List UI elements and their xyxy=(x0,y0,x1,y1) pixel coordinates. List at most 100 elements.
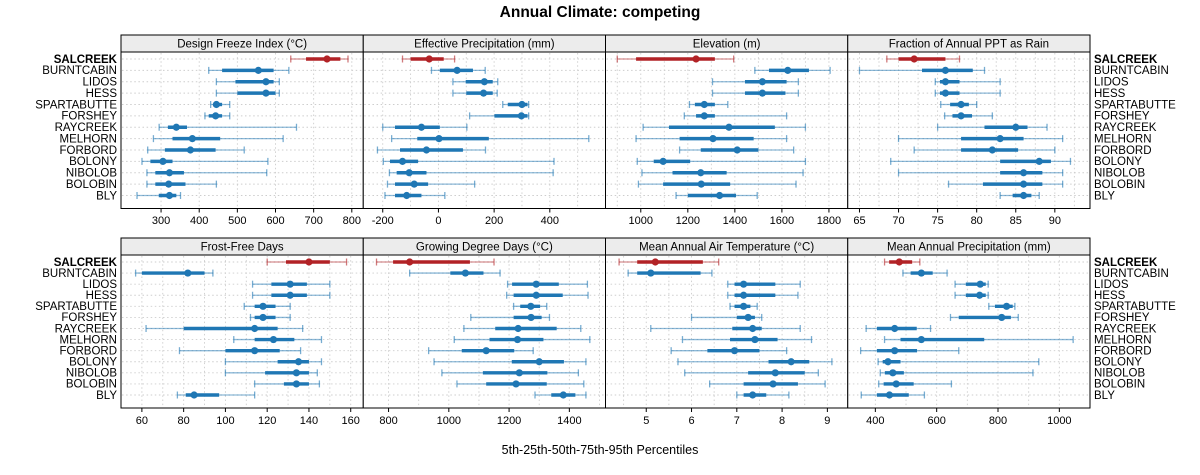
median-dot xyxy=(515,369,523,377)
axis-tick-label: 1000 xyxy=(437,415,461,427)
whisker-hess xyxy=(954,291,989,299)
panel-effective-precipitation-mm: Effective Precipitation (mm) -200 0 200 400 xyxy=(362,34,606,227)
median-dot xyxy=(159,157,167,165)
median-dot xyxy=(651,258,659,266)
median-dot xyxy=(254,66,262,74)
median-dot xyxy=(771,369,779,377)
median-dot xyxy=(422,146,431,154)
median-dot xyxy=(403,191,411,200)
median-dot xyxy=(976,280,984,288)
site-label-left-forshey: FORSHEY xyxy=(61,312,117,324)
median-dot xyxy=(417,123,426,131)
median-dot xyxy=(784,66,792,74)
median-dot xyxy=(518,100,526,109)
site-label-right-hess: HESS xyxy=(1094,88,1126,100)
axis-tick-label: 70 xyxy=(892,215,904,227)
median-dot xyxy=(461,269,469,277)
site-label-right-raycreek: RAYCREEK xyxy=(1094,122,1157,134)
median-dot xyxy=(758,89,766,97)
whisker-spartabutte xyxy=(729,302,758,310)
whisker-forbord xyxy=(913,146,1056,154)
median-dot xyxy=(891,324,899,333)
whisker-bolony xyxy=(677,358,833,366)
panel-area xyxy=(121,255,364,408)
whisker-melhorn xyxy=(897,135,1064,143)
whisker-nibolob xyxy=(897,169,1064,177)
whisker-nibolob xyxy=(388,169,554,177)
whisker-bolobin xyxy=(146,180,218,188)
axis-tick-label: 80 xyxy=(971,215,983,227)
site-label-right-melhorn: MELHORN xyxy=(1094,334,1152,346)
panel-fraction-of-annual-ppt-as-rain: Fraction of Annual PPT as Rain 65 70 75 80 85… xyxy=(847,34,1091,227)
axis-tick-label: 65 xyxy=(853,215,865,227)
median-dot xyxy=(527,313,535,322)
whisker-lidos xyxy=(452,78,499,86)
whisker-bolobin xyxy=(637,180,797,188)
axis-tick-label: 5 xyxy=(643,415,649,427)
site-label-right-bly: BLY xyxy=(1094,190,1115,202)
median-dot xyxy=(1012,123,1020,131)
site-label-right-bolony: BOLONY xyxy=(1094,156,1142,168)
site-label-right-nibolob: NIBOLOB xyxy=(1094,368,1145,380)
whisker-burntcabin xyxy=(627,269,713,277)
panel-strip-title: Mean Annual Precipitation (mm) xyxy=(887,242,1051,254)
median-dot xyxy=(1019,169,1028,177)
whisker-melhorn xyxy=(152,135,284,143)
whisker-melhorn xyxy=(453,335,591,344)
whisker-burntcabin xyxy=(902,269,948,277)
site-label-left-burntcabin: BURNTCABIN xyxy=(42,268,117,280)
panel-elevation-m: Elevation (m) 1000 1200 1400 1600 1800 xyxy=(605,34,849,227)
whisker-lidos xyxy=(711,78,800,86)
median-dot xyxy=(1035,157,1043,165)
whisker-raycreek xyxy=(382,123,468,131)
whisker-hess xyxy=(251,291,331,299)
median-dot xyxy=(957,100,965,109)
whisker-spartabutte xyxy=(210,100,231,109)
axis-tick-label: -200 xyxy=(372,215,394,227)
whisker-forshey xyxy=(944,112,993,120)
median-dot xyxy=(259,302,267,310)
whisker-lidos xyxy=(727,280,801,288)
whisker-forbord xyxy=(376,146,487,154)
whisker-salcreek xyxy=(883,258,921,266)
whisker-forshey xyxy=(683,112,788,120)
median-dot xyxy=(941,78,950,86)
whisker-forbord xyxy=(178,347,302,355)
whisker-melhorn xyxy=(681,335,813,344)
axis-tick-label: 400 xyxy=(866,415,884,427)
whisker-raycreek xyxy=(650,324,801,333)
whisker-hess xyxy=(711,89,800,97)
whisker-bolony xyxy=(636,157,807,165)
site-label-right-forbord: FORBORD xyxy=(1094,345,1152,357)
whisker-bly xyxy=(136,191,182,200)
site-label-right-burntcabin: BURNTCABIN xyxy=(1094,65,1169,77)
whisker-raycreek xyxy=(463,324,582,333)
median-dot xyxy=(405,169,413,177)
whisker-raycreek xyxy=(936,123,1048,131)
median-dot xyxy=(165,169,174,177)
median-dot xyxy=(517,112,526,120)
panel-area xyxy=(605,52,848,209)
whisker-salcreek xyxy=(618,258,720,266)
whisker-forshey xyxy=(249,313,291,322)
whisker-melhorn xyxy=(635,135,788,143)
site-label-right-forshey: FORSHEY xyxy=(1094,111,1150,123)
median-dot xyxy=(532,291,540,299)
site-label-left-nibolob: NIBOLOB xyxy=(66,368,117,380)
site-label-left-bolony: BOLONY xyxy=(69,357,117,369)
median-dot xyxy=(398,157,407,165)
whisker-hess xyxy=(727,291,799,299)
axis-tick-label: 100 xyxy=(216,415,234,427)
median-dot xyxy=(212,100,220,109)
panel-mean-annual-precipitation-mm: Mean Annual Precipitation (mm) 400 600 800 1… xyxy=(847,237,1091,427)
whisker-bly xyxy=(860,391,926,399)
whisker-raycreek xyxy=(145,324,304,333)
whisker-bolony xyxy=(141,157,269,165)
whisker-spartabutte xyxy=(988,302,1016,310)
site-label-right-spartabutte: SPARTABUTTE xyxy=(1094,301,1176,313)
panel-area xyxy=(363,52,606,209)
whisker-melhorn xyxy=(391,135,590,143)
median-dot xyxy=(749,391,757,399)
whisker-bolobin xyxy=(878,380,953,388)
